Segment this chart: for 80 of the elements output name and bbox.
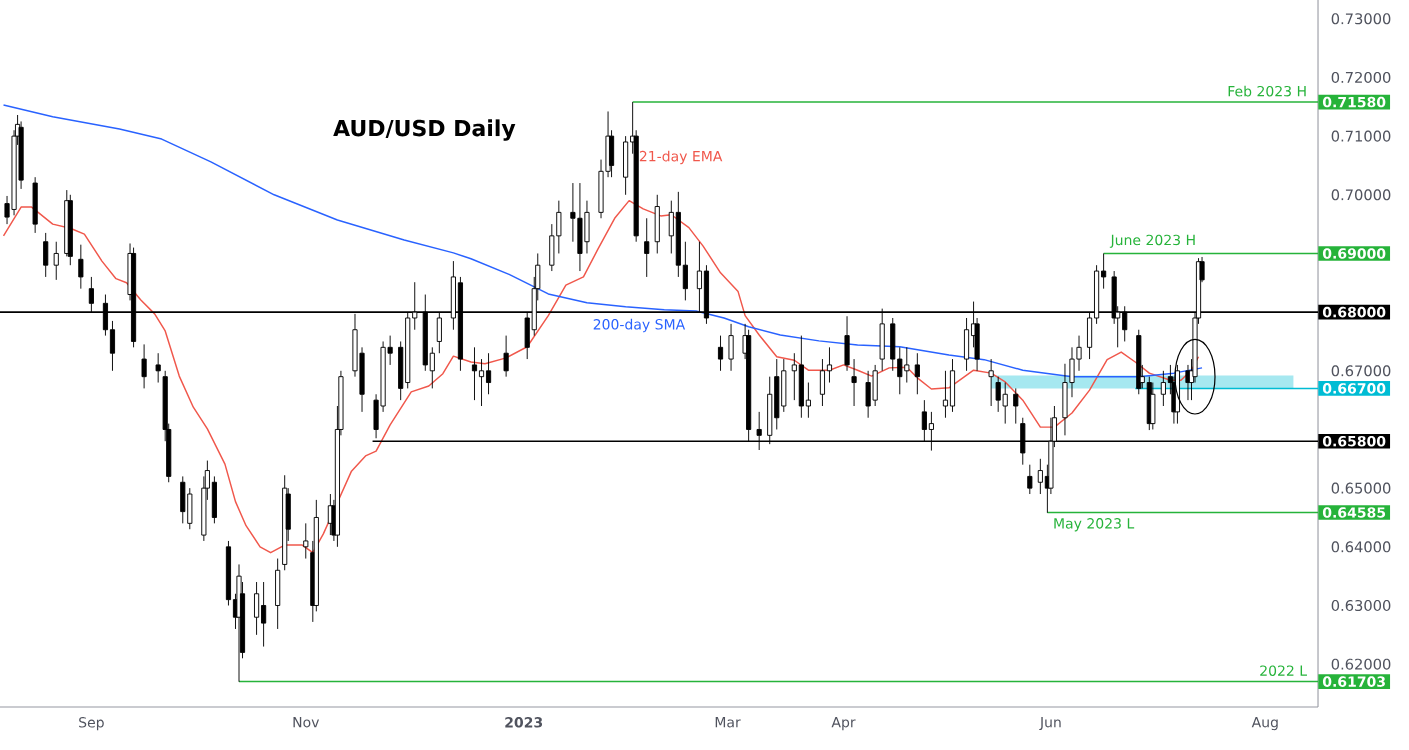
y-tick-label: 0.70000: [1331, 189, 1391, 201]
y-tick-label: 0.67000: [1331, 365, 1391, 377]
x-tick-label: 2023: [505, 717, 543, 728]
candlestick: [819, 358, 826, 407]
candlestick: [32, 176, 38, 234]
candlestick: [67, 194, 73, 266]
data-label: 0.71580: [1322, 96, 1386, 108]
candlestick: [988, 358, 994, 407]
candlestick: [1160, 370, 1166, 407]
candlestick: [225, 540, 232, 606]
candlestick: [668, 200, 674, 254]
candlestick: [471, 346, 478, 401]
y-tick-label: 0.63000: [1331, 599, 1391, 612]
series-label: Feb 2023 H: [1228, 85, 1306, 97]
candlestick: [682, 241, 688, 301]
text: AUD/USD Daily: [333, 119, 516, 141]
line-series: [2, 199, 1200, 554]
candlestick: [303, 522, 309, 560]
data-label: 0.66700: [1322, 383, 1386, 394]
candlestick: [53, 241, 59, 281]
candlestick: [485, 352, 492, 395]
candlestick: [1101, 252, 1107, 290]
candlestick: [1150, 382, 1156, 430]
ref-line-label: 0.68000: [1322, 306, 1386, 318]
data-label: 0.61703: [1322, 676, 1385, 687]
candlestick: [1136, 329, 1142, 395]
candlestick: [141, 343, 147, 389]
data-label: 0.65800: [1322, 435, 1386, 447]
candlestick: [254, 581, 260, 636]
candlestick: [275, 558, 281, 630]
data-label: 0.64585: [1322, 507, 1386, 518]
candlestick: [644, 217, 650, 278]
candlestick: [890, 317, 896, 372]
data-label: 0.69000: [1322, 248, 1386, 259]
y-tick-label: 0.73000: [1331, 13, 1391, 25]
y-tick-label: 0.64000: [1331, 541, 1391, 553]
candlestick: [109, 320, 116, 372]
candlestick: [728, 323, 734, 372]
candlestick: [211, 475, 217, 524]
candlestick: [78, 244, 84, 290]
x-tick-label: Nov: [293, 717, 320, 728]
text: 21-day EMA: [639, 150, 723, 165]
candlestick: [675, 191, 681, 278]
x-tick-label: Mar: [715, 717, 741, 728]
candlestick: [791, 352, 797, 401]
candlestick: [1027, 464, 1033, 495]
series-label: June 2023 H: [1109, 234, 1195, 248]
x-tick-label: Jun: [1039, 717, 1061, 731]
candlestick: [1037, 458, 1043, 495]
candlestick: [844, 315, 850, 372]
candlestick: [478, 358, 485, 407]
y-tick-label: 0.65000: [1331, 482, 1391, 494]
series-label: 2022 L: [1260, 665, 1307, 676]
candlestick: [717, 335, 724, 372]
series-label: 200-day SMA: [593, 318, 686, 333]
candlestick: [236, 563, 242, 683]
candlestick: [963, 317, 970, 372]
x-tick-label: Aug: [1251, 717, 1278, 731]
candlestick: [914, 352, 920, 395]
series-label: May 2023 L: [1054, 518, 1135, 532]
candlestick: [623, 135, 629, 196]
x-tick-label: Sep: [79, 717, 104, 731]
candlestick: [798, 335, 804, 419]
x-tick-label: Apr: [831, 717, 856, 731]
y-tick-label: 0.72000: [1331, 71, 1391, 83]
candlestick: [805, 382, 811, 419]
candlestick: [503, 335, 509, 378]
y-tick-label: 0.71000: [1331, 130, 1391, 142]
candlestick: [942, 370, 949, 419]
candlestick: [949, 358, 956, 413]
candlestick: [654, 194, 660, 254]
candlestick: [851, 358, 857, 407]
candlestick: [261, 581, 267, 648]
candlestick: [1013, 387, 1019, 425]
y-tick-label: 0.62000: [1331, 658, 1391, 670]
candlestick: [826, 346, 833, 384]
candlestick: [398, 341, 404, 401]
candlestick: [155, 352, 161, 384]
candlestick: [429, 346, 435, 389]
candlestick: [43, 232, 49, 278]
